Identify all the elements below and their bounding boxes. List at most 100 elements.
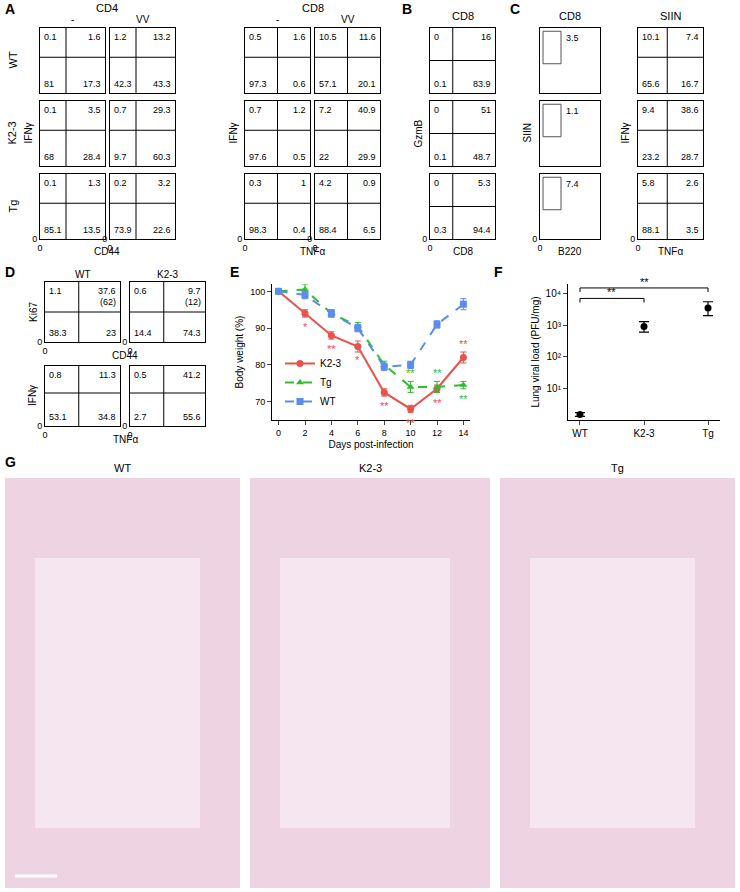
- svg-text:53.1: 53.1: [49, 412, 67, 422]
- svg-text:WT: WT: [75, 269, 91, 280]
- svg-text:IFNγ: IFNγ: [27, 385, 38, 406]
- svg-text:4.2: 4.2: [319, 178, 332, 188]
- svg-text:Tg: Tg: [320, 377, 332, 388]
- svg-text:0.4: 0.4: [293, 225, 306, 235]
- svg-text:34.8: 34.8: [98, 412, 116, 422]
- svg-text:90: 90: [255, 323, 265, 333]
- svg-text:10¹: 10¹: [547, 383, 562, 394]
- svg-text:1.2: 1.2: [293, 105, 306, 115]
- svg-text:16: 16: [481, 32, 491, 42]
- svg-text:0: 0: [434, 178, 439, 188]
- svg-text:9.7: 9.7: [188, 286, 201, 296]
- svg-text:VV: VV: [341, 14, 355, 25]
- svg-text:0: 0: [434, 32, 439, 42]
- svg-text:80: 80: [255, 360, 265, 370]
- svg-text:23: 23: [106, 328, 116, 338]
- svg-text:TNFα: TNFα: [300, 246, 325, 257]
- svg-text:GzmB: GzmB: [413, 119, 424, 147]
- svg-text:IFNγ: IFNγ: [228, 122, 239, 143]
- svg-text:12: 12: [432, 428, 442, 438]
- svg-text:0: 0: [242, 243, 247, 253]
- svg-text:0: 0: [37, 337, 42, 347]
- svg-text:0.5: 0.5: [134, 370, 147, 380]
- svg-text:40.9: 40.9: [358, 105, 376, 115]
- svg-text:0: 0: [276, 428, 281, 438]
- svg-text:K2-3: K2-3: [157, 269, 179, 280]
- svg-text:10⁴: 10⁴: [546, 288, 561, 299]
- svg-text:0.6: 0.6: [293, 79, 306, 89]
- svg-text:0.5: 0.5: [293, 152, 306, 162]
- svg-text:**: **: [433, 397, 442, 409]
- svg-text:*: *: [303, 321, 308, 333]
- svg-text:TNFα: TNFα: [658, 246, 683, 257]
- svg-text:(12): (12): [185, 297, 201, 307]
- svg-text:0: 0: [107, 243, 112, 253]
- svg-text:CD8: CD8: [452, 10, 474, 22]
- svg-text:Body weight (%): Body weight (%): [234, 316, 245, 389]
- svg-text:10.5: 10.5: [319, 32, 337, 42]
- svg-text:Tg: Tg: [611, 462, 624, 474]
- svg-text:23.2: 23.2: [642, 152, 660, 162]
- svg-text:IFNγ: IFNγ: [620, 122, 631, 143]
- svg-text:G: G: [5, 454, 16, 470]
- svg-text:K2-3: K2-3: [359, 462, 382, 474]
- svg-text:11.6: 11.6: [359, 32, 376, 42]
- svg-text:0.9: 0.9: [363, 178, 376, 188]
- svg-text:E: E: [230, 264, 239, 280]
- svg-text:3.5: 3.5: [88, 105, 101, 115]
- svg-text:0: 0: [37, 243, 42, 253]
- svg-text:-: -: [276, 14, 279, 25]
- svg-text:CD44: CD44: [112, 350, 138, 361]
- svg-text:2.6: 2.6: [686, 178, 699, 188]
- svg-text:10: 10: [406, 428, 416, 438]
- svg-text:38.6: 38.6: [681, 105, 699, 115]
- svg-text:3.2: 3.2: [158, 178, 171, 188]
- svg-text:**: **: [406, 417, 415, 429]
- svg-text:9.7: 9.7: [114, 152, 127, 162]
- svg-text:0: 0: [42, 346, 47, 356]
- svg-text:1.6: 1.6: [88, 32, 101, 42]
- svg-text:1.2: 1.2: [114, 32, 127, 42]
- svg-text:0.6: 0.6: [134, 286, 147, 296]
- svg-text:3.5: 3.5: [686, 225, 699, 235]
- svg-text:55.6: 55.6: [183, 412, 201, 422]
- svg-text:CD8: CD8: [453, 246, 473, 257]
- svg-text:29.3: 29.3: [153, 105, 171, 115]
- svg-text:0: 0: [630, 234, 635, 244]
- svg-text:Tg: Tg: [702, 428, 714, 439]
- svg-text:0.7: 0.7: [249, 105, 262, 115]
- svg-text:Lung viral load (PFU/mg): Lung viral load (PFU/mg): [530, 296, 541, 407]
- svg-text:IFNγ: IFNγ: [23, 122, 34, 143]
- svg-text:SIIN: SIIN: [522, 123, 533, 142]
- svg-text:85.1: 85.1: [44, 225, 62, 235]
- svg-text:0: 0: [422, 234, 427, 244]
- svg-text:VV: VV: [136, 14, 150, 25]
- svg-text:97.6: 97.6: [249, 152, 267, 162]
- svg-text:**: **: [406, 367, 415, 379]
- svg-text:5.8: 5.8: [642, 178, 655, 188]
- svg-text:65.6: 65.6: [642, 79, 660, 89]
- svg-text:0: 0: [122, 337, 127, 347]
- svg-text:60.3: 60.3: [153, 152, 171, 162]
- svg-text:22.6: 22.6: [153, 225, 171, 235]
- svg-text:0.3: 0.3: [249, 178, 262, 188]
- svg-text:WT: WT: [7, 51, 19, 68]
- svg-text:10.1: 10.1: [642, 32, 660, 42]
- svg-text:0: 0: [537, 243, 542, 253]
- svg-text:0: 0: [127, 430, 132, 440]
- svg-text:7.2: 7.2: [319, 105, 332, 115]
- svg-text:20.1: 20.1: [358, 79, 376, 89]
- svg-text:K2-3: K2-3: [6, 121, 18, 144]
- svg-text:Tg: Tg: [7, 200, 19, 213]
- svg-text:CD8: CD8: [302, 2, 324, 14]
- svg-text:**: **: [327, 343, 336, 355]
- svg-text:**: **: [640, 276, 649, 288]
- svg-text:CD4: CD4: [96, 2, 118, 14]
- svg-text:1.1: 1.1: [566, 106, 579, 116]
- svg-text:0: 0: [122, 421, 127, 431]
- svg-text:28.7: 28.7: [681, 152, 699, 162]
- svg-text:0.1: 0.1: [44, 178, 57, 188]
- svg-text:10²: 10²: [547, 351, 562, 362]
- svg-text:38.3: 38.3: [49, 328, 67, 338]
- svg-text:1: 1: [301, 178, 306, 188]
